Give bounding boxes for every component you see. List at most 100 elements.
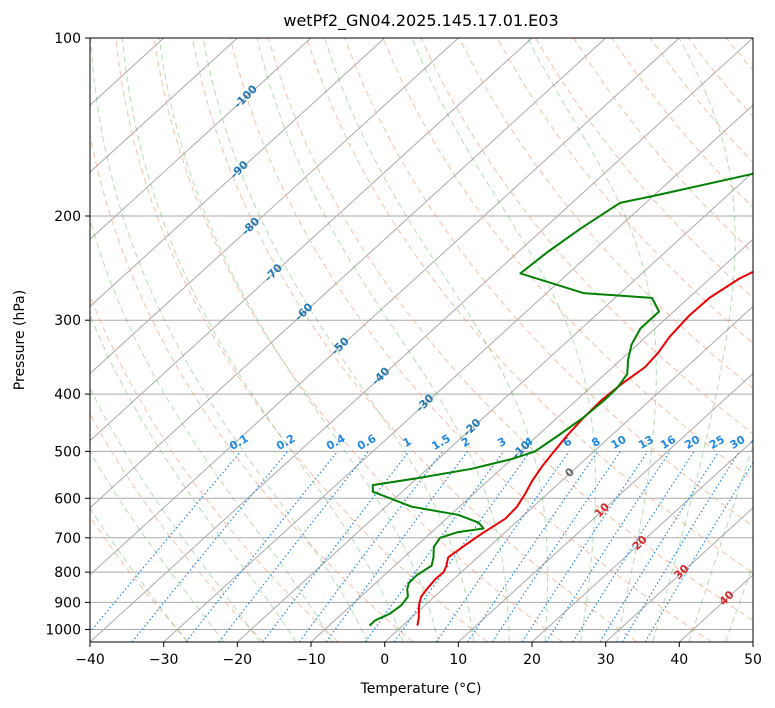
- mixing-ratio-line: [521, 451, 649, 642]
- moist-adiabat-line: [90, 450, 225, 642]
- mixing-ratio-lines: [90, 451, 753, 642]
- dry-adiabat-line: [573, 38, 753, 254]
- moist-adiabat-line: [90, 313, 297, 642]
- pressure-gridlines: [90, 38, 753, 630]
- y-axis-ticks: 1000 900 800 700 600 500 400 300 200 100: [45, 31, 90, 639]
- dry-adiabat-line: [765, 38, 775, 642]
- isotherm-line: [90, 38, 680, 576]
- chart-title: wetPf2_GN04.2025.145.17.01.E03: [283, 11, 558, 31]
- mixing-ratio-line: [435, 451, 570, 642]
- mixing-ratio-line: [491, 451, 621, 642]
- y-tick-label: 600: [54, 491, 81, 507]
- dry-adiabat-line: [115, 38, 488, 642]
- moist-adiabat-line: [725, 563, 753, 642]
- mixing-ratio-label: 16: [658, 433, 678, 452]
- mixing-ratio-line: [599, 451, 720, 642]
- x-tick-label: −40: [75, 652, 105, 668]
- y-tick-label: 1000: [45, 623, 81, 639]
- dry-adiabat-line: [344, 38, 753, 527]
- mixing-ratio-line: [364, 451, 505, 642]
- y-tick-label: 400: [54, 387, 81, 403]
- dry-adiabat-line: [726, 38, 753, 72]
- moist-adiabat-line: [411, 38, 596, 642]
- y-tick-label: 700: [54, 531, 81, 547]
- x-tick-label: 0: [380, 652, 389, 668]
- isotherm-line: [457, 372, 753, 642]
- isotherm-line: [531, 439, 753, 642]
- mixing-ratio-label: 1: [401, 435, 414, 450]
- profile-series: [368, 172, 753, 627]
- mixing-ratio-line: [621, 451, 740, 642]
- mixing-ratio-line: [325, 451, 468, 642]
- isotherm-line: [236, 171, 753, 642]
- dry-adiabat-line: [229, 38, 712, 642]
- y-tick-label: 900: [54, 595, 81, 611]
- mixing-ratio-line: [185, 451, 339, 642]
- dry-adiabat-line: [420, 38, 753, 435]
- y-tick-label: 200: [54, 209, 81, 225]
- mixing-ratio-labels: 0.1 0.2 0.4 0.6 1 1.5 2 3 4 6 8 10 13 16 20 25 30 36: [227, 432, 768, 453]
- x-tick-label: −20: [223, 652, 253, 668]
- mixing-ratio-line: [466, 451, 599, 642]
- x-tick-label: 30: [597, 652, 615, 668]
- isotherm-line: [163, 104, 753, 642]
- moist-adiabat-line: [90, 218, 333, 642]
- x-axis-title: Temperature (°C): [360, 681, 482, 697]
- dry-adiabat-line: [153, 38, 563, 642]
- mixing-ratio-label: 30: [728, 433, 748, 452]
- isotherm-line: [90, 38, 386, 308]
- dry-adiabat-line: [90, 132, 414, 642]
- moist-adiabat-line: [90, 38, 369, 642]
- mixing-ratio-line: [218, 451, 369, 642]
- isotherm-line: [90, 38, 533, 442]
- mixing-ratio-line: [545, 451, 671, 642]
- moist-adiabat-line: [652, 38, 736, 642]
- x-tick-label: 10: [449, 652, 467, 668]
- isotherm-line: [605, 507, 753, 642]
- mixing-ratio-line: [90, 451, 242, 633]
- mixing-ratio-line: [298, 451, 444, 642]
- mixing-ratio-label: 36: [748, 433, 768, 452]
- moist-adiabats: [90, 38, 753, 642]
- isotherm-line: [384, 305, 753, 642]
- dry-adiabat-line: [306, 38, 753, 574]
- moist-adiabat-line: [324, 38, 549, 642]
- mixing-ratio-label: 25: [707, 433, 727, 452]
- dry-adiabat-line: [687, 38, 753, 118]
- y-axis-title: Pressure (hPa): [12, 290, 28, 390]
- y-tick-label: 100: [54, 31, 81, 47]
- dewpoint-profile-line: [368, 172, 753, 627]
- moist-adiabat-line: [688, 444, 753, 642]
- mixing-ratio-label: 6: [561, 435, 574, 450]
- y-tick-label: 800: [54, 565, 81, 581]
- x-tick-label: −10: [296, 652, 326, 668]
- moist-adiabat-line: [121, 38, 404, 642]
- dry-adiabat-line: [90, 515, 190, 642]
- x-tick-label: −30: [149, 652, 179, 668]
- mixing-ratio-line: [572, 451, 695, 642]
- mixing-ratio-line: [262, 451, 410, 642]
- isotherm-lines: [90, 38, 753, 642]
- y-tick-label: 300: [54, 313, 81, 329]
- dry-adiabat-line: [191, 38, 638, 642]
- isotherm-line: [90, 38, 238, 173]
- dry-adiabat-line: [268, 38, 753, 622]
- isotherm-label: -100: [231, 82, 260, 111]
- isotherm-line: [90, 38, 312, 241]
- mixing-ratio-label: 1.5: [429, 432, 452, 453]
- y-tick-label: 500: [54, 444, 81, 460]
- moist-adiabat-line: [158, 38, 439, 642]
- isotherm-line: [90, 38, 753, 642]
- x-tick-label: 50: [744, 652, 762, 668]
- mixing-ratio-label: 0.2: [274, 432, 297, 453]
- mixing-ratio-line: [131, 451, 289, 642]
- dry-adiabat-line: [90, 412, 264, 642]
- mixing-ratio-label: 3: [495, 435, 508, 450]
- isotherm-line: [90, 38, 459, 375]
- moist-adiabat-line: [256, 38, 510, 642]
- dry-adiabat-line: [649, 38, 753, 163]
- x-tick-label: 20: [523, 652, 541, 668]
- moist-adiabat-line: [90, 507, 188, 642]
- x-tick-label: 40: [670, 652, 688, 668]
